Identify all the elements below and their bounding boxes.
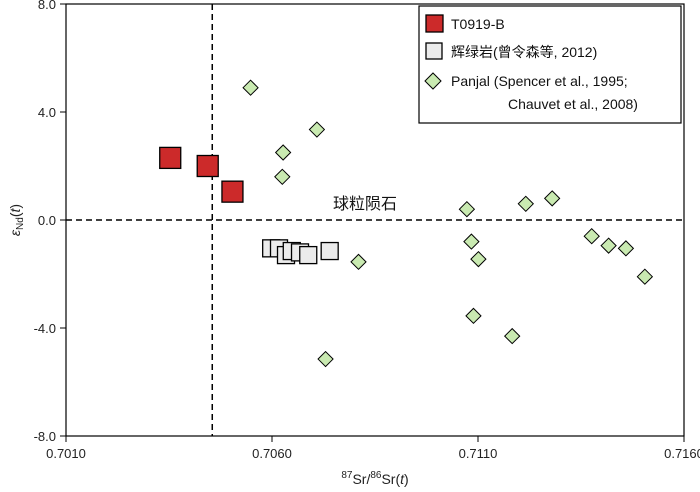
panjal-point xyxy=(503,327,521,345)
t0919b-point xyxy=(221,180,244,203)
y-tick-label: -8.0 xyxy=(34,429,56,444)
y-tick-label: -4.0 xyxy=(34,321,56,336)
legend: T0919-B 辉绿岩(曾令森等, 2012) Panjal (Spencer … xyxy=(418,5,682,124)
legend-marker-panjal xyxy=(424,72,442,90)
panjal-point xyxy=(617,240,635,257)
legend-label-diabase: 辉绿岩(曾令森等, 2012) xyxy=(451,44,597,60)
panjal-point xyxy=(463,233,480,250)
legend-marker-t0919b xyxy=(425,14,444,33)
legend-label-t0919b: T0919-B xyxy=(451,16,505,32)
diabase-point xyxy=(320,241,339,261)
axis-ticks: 0.7010 0.7060 0.7110 0.7160 8.0 4.0 0.0 -4.0 -8.… xyxy=(34,0,700,461)
t0919b-point xyxy=(159,146,182,170)
t0919b-point xyxy=(196,154,219,178)
x-tick-label: 0.7010 xyxy=(46,446,86,461)
panjal-point xyxy=(600,237,617,254)
y-tick-label: 4.0 xyxy=(38,105,56,120)
panjal-point xyxy=(274,144,292,161)
panjal-point xyxy=(470,250,487,268)
panjal-point xyxy=(458,200,476,218)
data-points xyxy=(159,79,654,368)
y-tick-label: 8.0 xyxy=(38,0,56,12)
reference-lines: 球粒陨石 xyxy=(66,4,684,436)
panjal-point xyxy=(317,350,334,368)
panjal-point xyxy=(274,168,291,186)
x-tick-label: 0.7110 xyxy=(459,446,498,461)
y-tick-label: 0.0 xyxy=(38,213,56,228)
y-axis-label: εNd(t) xyxy=(7,204,26,236)
panjal-point xyxy=(350,253,367,271)
panjal-point xyxy=(465,307,482,325)
chondrite-label: 球粒陨石 xyxy=(333,194,397,213)
legend-label-panjal-line2: Chauvet et al., 2008) xyxy=(508,96,638,112)
x-axis-label: 87Sr/86Sr(t) xyxy=(341,470,408,487)
legend-marker-diabase xyxy=(425,42,443,60)
legend-label-panjal-line1: Panjal (Spencer et al., 1995; xyxy=(451,73,628,89)
panjal-point xyxy=(308,121,326,138)
panjal-point xyxy=(517,195,534,213)
panjal-point xyxy=(636,268,654,285)
x-tick-label: 0.7060 xyxy=(252,446,292,461)
diabase-point xyxy=(299,245,318,265)
legend-box xyxy=(418,5,682,124)
panjal-point xyxy=(242,79,259,96)
panjal-point xyxy=(543,190,561,207)
panjal-point xyxy=(583,227,600,245)
x-tick-label: 0.7160 xyxy=(664,446,700,461)
